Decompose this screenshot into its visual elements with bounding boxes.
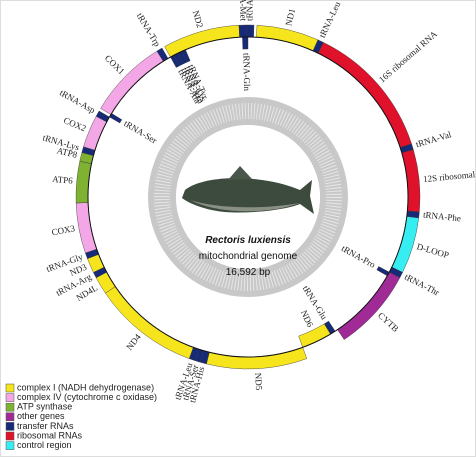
legend-label: transfer RNAs (17, 421, 74, 431)
genome-map: Rectoris luxiensis mitochondrial genome … (0, 0, 476, 457)
legend-label: complex I (NADH dehydrogenase) (17, 382, 154, 392)
legend-label: other genes (17, 411, 65, 421)
gene-label: ND5 (253, 372, 264, 390)
legend-swatch (6, 403, 14, 411)
legend-swatch (6, 442, 14, 450)
gene-arc (239, 25, 247, 37)
legend-label: ribosomal RNAs (17, 430, 83, 440)
legend-swatch (6, 422, 14, 430)
length: 16,592 bp (226, 267, 271, 278)
legend-label: control region (17, 440, 72, 450)
gene-label: tRNA-Ile (244, 0, 254, 21)
legend-label: complex IV (cytochrome c oxidase) (17, 392, 157, 402)
legend-label: ATP synthase (17, 402, 72, 412)
gene-arc (242, 37, 248, 49)
legend-swatch (6, 384, 14, 392)
species: Rectoris luxiensis (205, 235, 291, 246)
gene-label: ATP6 (52, 174, 74, 186)
gene-label: tRNA-Gln (241, 53, 252, 92)
subtitle: mitochondrial genome (199, 251, 298, 262)
legend-swatch (6, 394, 14, 402)
legend-swatch (6, 432, 14, 440)
legend-swatch (6, 413, 14, 421)
gene-arc (246, 25, 254, 37)
